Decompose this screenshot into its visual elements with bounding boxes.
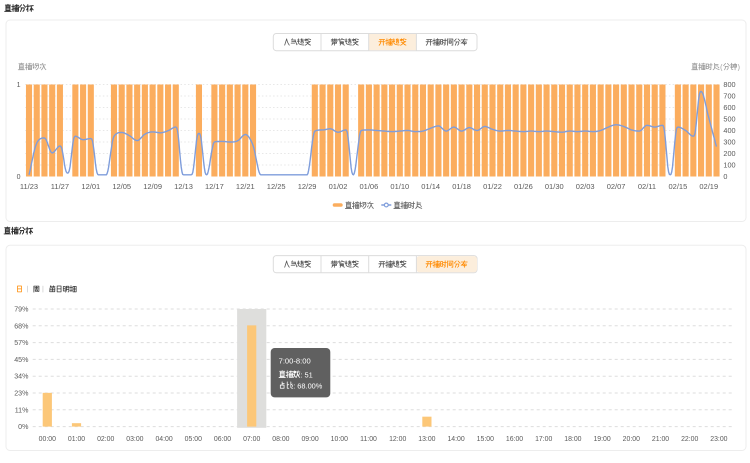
svg-text:17:00: 17:00 [535, 436, 552, 443]
svg-text:(: ( [720, 65, 723, 72]
svg-text:10:00: 10:00 [331, 436, 348, 443]
svg-text:01/10: 01/10 [390, 182, 409, 191]
svg-text:19:00: 19:00 [593, 436, 610, 443]
svg-text:12/05: 12/05 [112, 182, 131, 191]
svg-text:600: 600 [723, 103, 735, 112]
svg-text:02/19: 02/19 [699, 182, 718, 191]
svg-text:12/29: 12/29 [298, 182, 317, 191]
svg-text:68%: 68% [14, 322, 29, 330]
svg-text:12:00: 12:00 [389, 436, 406, 443]
svg-text:800: 800 [723, 80, 735, 89]
svg-text:03:00: 03:00 [126, 436, 143, 443]
svg-text:01:00: 01:00 [68, 436, 85, 443]
svg-text:12/21: 12/21 [236, 182, 255, 191]
svg-text:11%: 11% [15, 406, 29, 414]
svg-text:02/07: 02/07 [607, 182, 626, 191]
svg-text:11:00: 11:00 [360, 436, 377, 443]
svg-text:45%: 45% [14, 356, 29, 364]
svg-text:100: 100 [723, 161, 735, 170]
svg-text:12/13: 12/13 [174, 182, 193, 191]
svg-text:1: 1 [17, 82, 21, 89]
svg-text:07:00: 07:00 [243, 436, 260, 443]
svg-text:01/02: 01/02 [329, 182, 348, 191]
svg-text:15:00: 15:00 [477, 436, 494, 443]
svg-text:: 68.00%: : 68.00% [293, 381, 323, 390]
svg-text:06:00: 06:00 [214, 436, 231, 443]
svg-text:0%: 0% [18, 423, 29, 431]
svg-text:16:00: 16:00 [506, 436, 523, 443]
svg-text:08:00: 08:00 [272, 436, 289, 443]
svg-text:01/22: 01/22 [483, 182, 502, 191]
svg-text:09:00: 09:00 [301, 436, 318, 443]
svg-text:23%: 23% [14, 390, 29, 398]
svg-text:01/06: 01/06 [360, 182, 379, 191]
svg-text:7:00-8:00: 7:00-8:00 [279, 356, 311, 365]
svg-text:01/18: 01/18 [452, 182, 471, 191]
svg-text:700: 700 [723, 92, 735, 101]
svg-text:400: 400 [723, 126, 735, 135]
svg-text:02/03: 02/03 [576, 182, 595, 191]
svg-text:12/01: 12/01 [81, 182, 100, 191]
svg-text:0: 0 [17, 174, 21, 181]
svg-text:01/26: 01/26 [514, 182, 533, 191]
svg-text:21:00: 21:00 [652, 436, 669, 443]
svg-text:12/17: 12/17 [205, 182, 224, 191]
svg-text:14:00: 14:00 [447, 436, 464, 443]
svg-text:11/23: 11/23 [20, 182, 38, 191]
svg-text:02/11: 02/11 [638, 182, 656, 191]
svg-text:300: 300 [723, 138, 735, 147]
svg-text:57%: 57% [14, 339, 29, 347]
svg-text:12/09: 12/09 [143, 182, 162, 191]
svg-text:12/25: 12/25 [267, 182, 286, 191]
svg-text:01/14: 01/14 [421, 182, 440, 191]
svg-text:02:00: 02:00 [97, 436, 114, 443]
svg-text:): ) [738, 65, 740, 72]
svg-text:22:00: 22:00 [681, 436, 698, 443]
svg-text:11/27: 11/27 [51, 182, 69, 191]
svg-text:34%: 34% [14, 373, 29, 381]
svg-text:: 51: : 51 [300, 370, 312, 379]
svg-text:05:00: 05:00 [185, 436, 202, 443]
svg-text:500: 500 [723, 115, 735, 124]
svg-text:79%: 79% [14, 306, 29, 314]
svg-text:01/30: 01/30 [545, 182, 564, 191]
svg-text:20:00: 20:00 [623, 436, 640, 443]
svg-text:23:00: 23:00 [710, 436, 727, 443]
svg-text:200: 200 [723, 149, 735, 158]
svg-text:13:00: 13:00 [418, 436, 435, 443]
svg-text:0: 0 [723, 172, 727, 181]
svg-text:00:00: 00:00 [39, 436, 56, 443]
svg-text:18:00: 18:00 [564, 436, 581, 443]
svg-text:04:00: 04:00 [155, 436, 172, 443]
svg-text:02/15: 02/15 [668, 182, 687, 191]
